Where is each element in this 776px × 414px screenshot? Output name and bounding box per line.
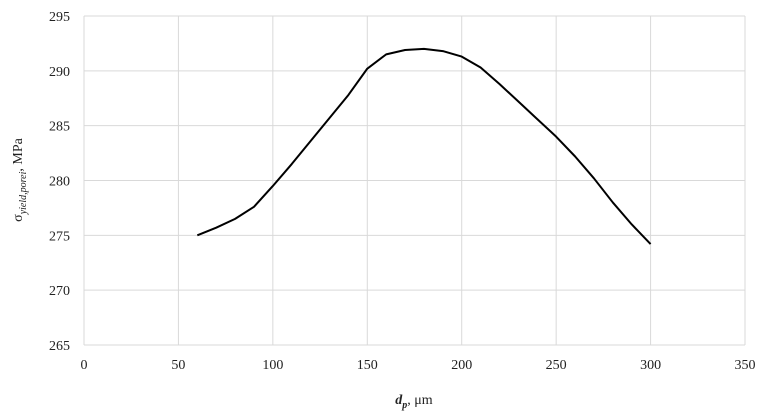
x-tick-label: 50 bbox=[171, 358, 185, 373]
y-tick-label: 290 bbox=[49, 65, 70, 80]
y-tick-label: 285 bbox=[49, 120, 70, 135]
x-tick-label: 200 bbox=[451, 358, 472, 373]
y-axis-label: σyield,porei, MPa bbox=[11, 137, 29, 221]
y-tick-label: 265 bbox=[49, 339, 70, 354]
x-tick-label: 150 bbox=[357, 358, 378, 373]
x-tick-label: 250 bbox=[546, 358, 567, 373]
x-label-unit: , μm bbox=[407, 393, 433, 408]
x-tick-label: 0 bbox=[81, 358, 88, 373]
x-axis-label: dp, μm bbox=[395, 393, 433, 411]
data-line bbox=[196, 47, 652, 245]
x-tick-label: 300 bbox=[640, 358, 661, 373]
x-tick-label: 100 bbox=[262, 358, 283, 373]
x-label-subscript: p bbox=[401, 400, 407, 411]
y-tick-label: 295 bbox=[49, 10, 70, 25]
y-label-unit: , MPa bbox=[11, 137, 26, 171]
x-tick-label: 350 bbox=[735, 358, 756, 373]
y-tick-label: 270 bbox=[49, 284, 70, 299]
y-tick-label: 280 bbox=[49, 175, 70, 190]
y-label-symbol: σ bbox=[11, 214, 26, 222]
y-label-subscript: yield,porei bbox=[18, 171, 29, 215]
x-label-symbol: d bbox=[395, 393, 403, 408]
y-tick-label: 275 bbox=[49, 229, 70, 244]
